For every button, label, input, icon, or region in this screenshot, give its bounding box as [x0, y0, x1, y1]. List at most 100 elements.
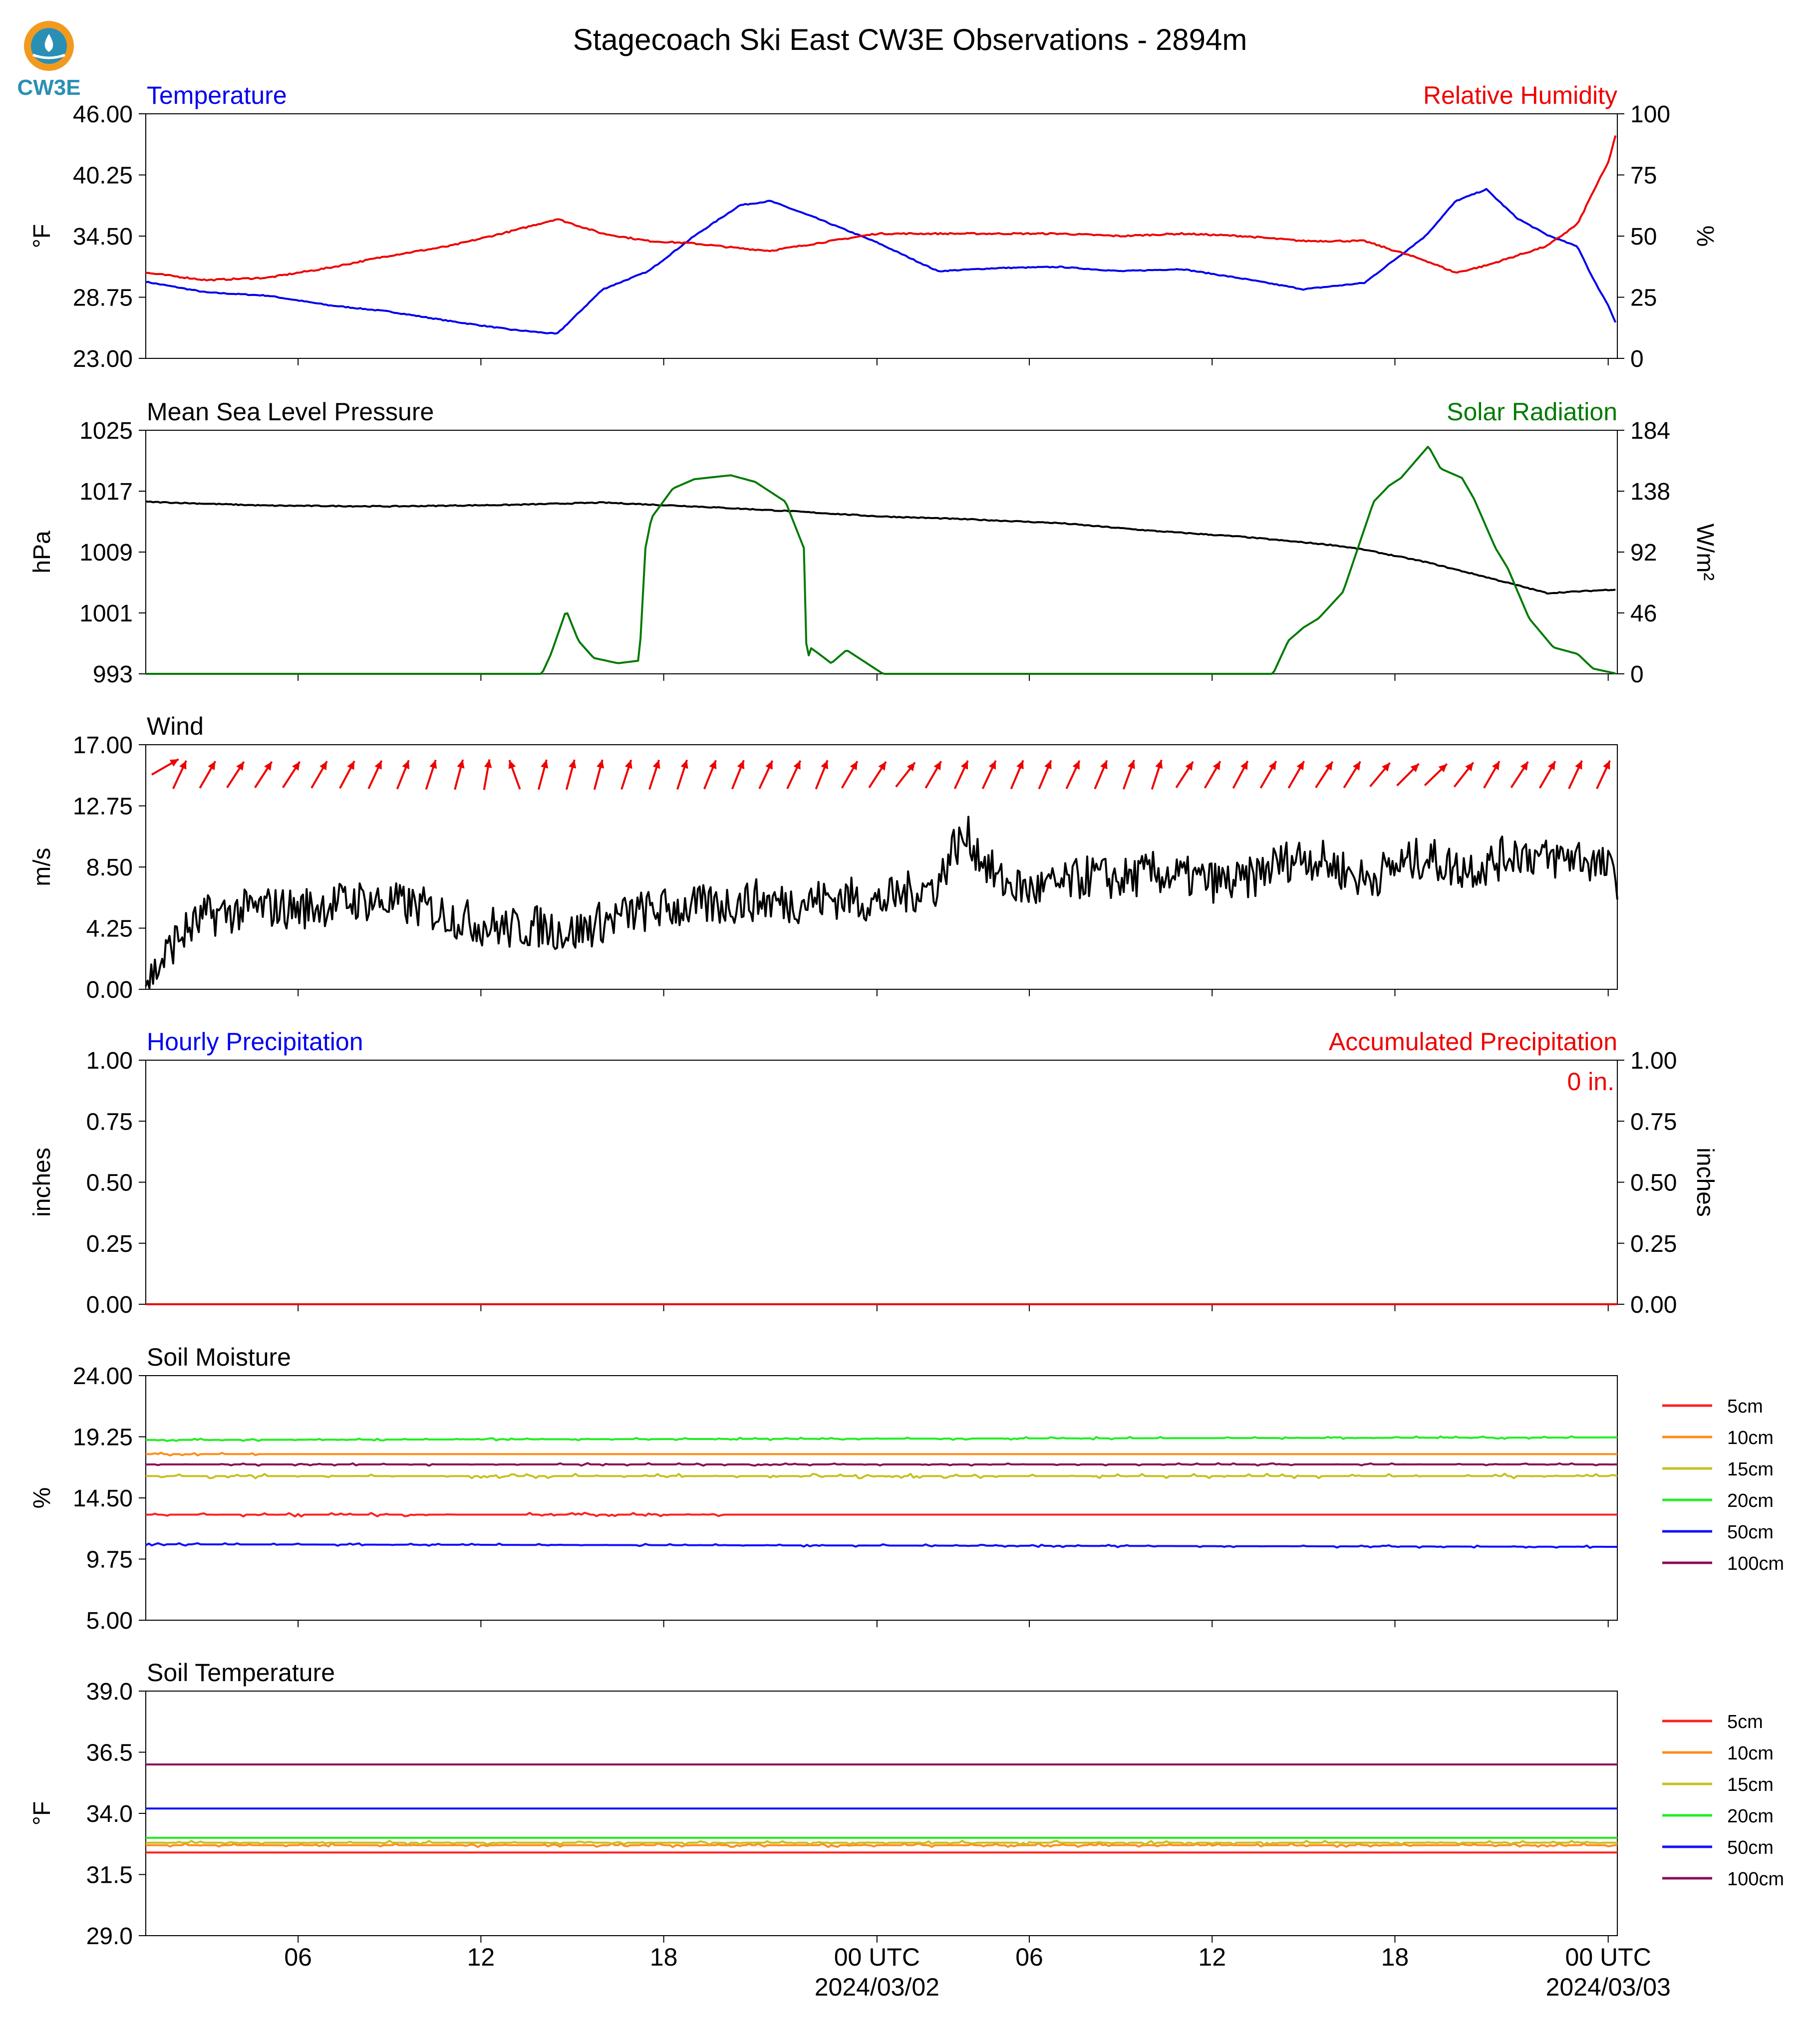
y-right-tick-label: 0: [1630, 346, 1644, 372]
wind-arrow-head: [292, 762, 300, 771]
legend-label: 15cm: [1727, 1774, 1774, 1795]
y-tick-label: 5.00: [86, 1608, 133, 1634]
series-solar-radiation: [146, 446, 1616, 675]
right-title: Solar Radiation: [1447, 398, 1617, 426]
y-axis-label: %: [29, 1487, 55, 1509]
wind-arrow-head: [878, 762, 886, 771]
y-tick-label: 4.25: [86, 916, 133, 942]
accumulated-annotation: 0 in.: [1567, 1068, 1614, 1096]
wind-arrow-head: [457, 760, 465, 769]
wind-arrow-head: [1072, 760, 1080, 770]
panel-soil-temperature: Soil Temperature 39.0 36.5 34.0 31.5 29.0 °F 5c…: [29, 1659, 1784, 1950]
wind-arrow-head: [1240, 761, 1248, 770]
logo-text: CW3E: [17, 75, 80, 100]
y-right-axis-label: W/m²: [1692, 524, 1718, 581]
y-right-tick-label: 1.00: [1630, 1048, 1677, 1074]
series-5cm: [146, 1511, 1617, 1518]
y-axis-label: °F: [29, 1801, 55, 1826]
legend-label: 5cm: [1727, 1396, 1763, 1417]
panel-wind: Wind 17.00 12.75 8.50 4.25 0.00 m/s: [29, 712, 1618, 1003]
series-mean-sea-level-pressure: [145, 500, 1616, 595]
wind-arrow-head: [680, 760, 688, 769]
wind-arrow-head: [765, 760, 773, 770]
y-axis-label: hPa: [29, 531, 55, 574]
series-15cm: [146, 1472, 1618, 1479]
y-right-tick-label: 138: [1630, 479, 1670, 505]
series-wind-speed: [145, 816, 1618, 990]
y-tick-label: 29.0: [86, 1923, 133, 1950]
y-tick-label: 993: [93, 661, 133, 688]
y-tick-label: 1025: [79, 418, 133, 444]
y-axis-label: inches: [29, 1148, 55, 1217]
y-tick-label: 19.25: [73, 1425, 133, 1451]
logo-wave: [32, 53, 65, 59]
wind-arrow-head: [1296, 761, 1304, 771]
figure-title: Stagecoach Ski East CW3E Observations - …: [573, 23, 1247, 56]
series-15cm: [146, 1839, 1617, 1846]
x-tick-label: 06: [1015, 1943, 1043, 1971]
y-tick-label: 1.00: [86, 1048, 133, 1074]
wind-arrow-head: [821, 760, 828, 770]
y-tick-label: 9.75: [86, 1547, 133, 1573]
wind-arrow-head: [1603, 760, 1610, 770]
right-title: Relative Humidity: [1423, 81, 1617, 109]
y-right-tick-label: 25: [1630, 285, 1657, 311]
x-tick-label: 12: [467, 1943, 495, 1971]
wind-arrow-head: [541, 760, 549, 769]
left-title: Temperature: [147, 81, 287, 109]
y-tick-label: 8.50: [86, 855, 133, 881]
y-right-tick-label: 0.75: [1630, 1109, 1677, 1135]
wind-arrow-head: [374, 760, 382, 770]
y-tick-label: 0.75: [86, 1109, 133, 1135]
wind-arrow-head: [569, 760, 577, 769]
y-right-tick-label: 100: [1630, 101, 1670, 128]
x-tick-label: 06: [284, 1943, 312, 1971]
x-date-label: 2024/03/03: [1546, 1973, 1671, 2001]
legend-label: 10cm: [1727, 1428, 1774, 1449]
left-title: Wind: [147, 712, 204, 740]
wind-arrow-head: [208, 761, 216, 771]
plot-frame: [145, 430, 1618, 674]
wind-arrow-head: [597, 760, 605, 769]
wind-arrow-head: [402, 760, 410, 770]
series-relative-humidity: [146, 135, 1617, 282]
series-100cm: [145, 1462, 1617, 1467]
wind-arrow-head: [1520, 762, 1528, 771]
wind-arrow-head: [236, 762, 244, 771]
wind-arrow-head: [850, 761, 858, 771]
y-tick-label: 24.00: [73, 1363, 133, 1390]
wind-arrow-head: [1100, 760, 1108, 770]
wind-arrow-head: [1185, 762, 1193, 771]
y-tick-label: 12.75: [73, 794, 133, 820]
series-10cm: [146, 1842, 1617, 1848]
wind-arrow-head: [988, 760, 996, 770]
plot-frame: [145, 1691, 1618, 1936]
y-right-tick-label: 0: [1630, 661, 1644, 688]
wind-arrow-head: [907, 762, 915, 772]
y-tick-label: 1001: [79, 600, 133, 627]
y-tick-label: 34.0: [86, 1801, 133, 1827]
wind-arrow-head: [1465, 762, 1474, 772]
plot-frame: [145, 1060, 1618, 1305]
panel-mean-sea-level-pressure: Mean Sea Level Pressure Solar Radiation 10…: [29, 398, 1718, 688]
wind-arrow-head: [319, 761, 327, 771]
right-title: Accumulated Precipitation: [1329, 1028, 1617, 1056]
wind-arrow-head: [960, 760, 968, 770]
wind-arrow-head: [1547, 761, 1555, 771]
y-tick-label: 34.50: [73, 224, 133, 250]
wind-arrow-head: [1044, 760, 1052, 770]
y-axis-label: °F: [29, 224, 55, 249]
panel-hourly-precipitation: Hourly Precipitation Accumulated Precipit…: [29, 1028, 1718, 1318]
wind-arrow-head: [484, 759, 492, 768]
y-right-tick-label: 0.25: [1630, 1231, 1677, 1257]
cw3e-logo: CW3E: [17, 21, 81, 100]
y-tick-label: 0.00: [86, 1292, 133, 1318]
legend-label: 100cm: [1727, 1869, 1784, 1890]
legend-label: 20cm: [1727, 1806, 1774, 1827]
wind-arrow-head: [1410, 764, 1419, 773]
legend-label: 15cm: [1727, 1459, 1774, 1480]
wind-arrow-head: [179, 760, 187, 770]
wind-arrow-head: [1128, 760, 1135, 769]
left-title: Soil Moisture: [147, 1343, 291, 1371]
